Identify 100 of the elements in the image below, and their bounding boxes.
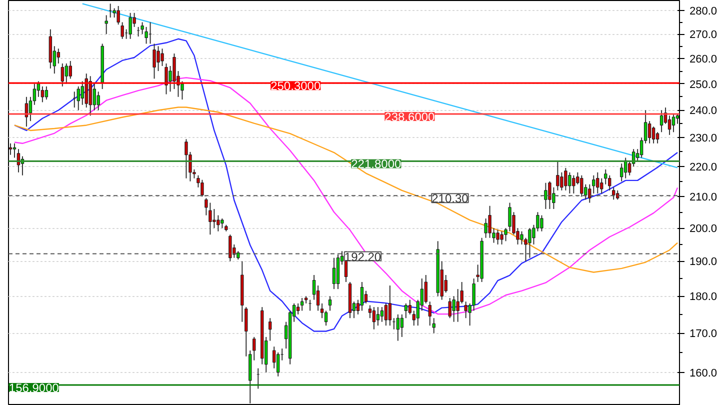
candlestick: [384, 302, 388, 326]
candlestick: [208, 202, 212, 236]
line-series: [14, 38, 678, 332]
candlestick: [328, 296, 332, 312]
candlestick: [332, 257, 336, 290]
ref-line-label: 221.8000: [351, 157, 402, 172]
candlestick: [244, 306, 248, 357]
candlestick: [604, 168, 608, 185]
y-tick-label: 260.0: [690, 53, 718, 66]
y-tick-label: 250.0: [690, 78, 718, 91]
candlestick: [164, 62, 168, 95]
candlestick: [496, 229, 500, 245]
candlestick: [648, 120, 652, 144]
candlestick: [360, 281, 364, 312]
y-tick-label: 230.0: [690, 132, 718, 145]
candlestick: [620, 163, 624, 182]
candlestick: [228, 234, 232, 262]
candlestick: [272, 346, 276, 369]
candlestick: [548, 180, 552, 210]
candlestick: [672, 114, 676, 133]
candlestick: [296, 302, 300, 315]
candlestick: [388, 285, 392, 326]
candlestick: [424, 274, 428, 304]
candlestick: [668, 115, 672, 136]
y-tick-label: 210.0: [690, 192, 718, 204]
candlestick: [372, 306, 376, 330]
candlestick: [428, 301, 432, 326]
candlestick: [92, 83, 96, 111]
candlestick: [184, 138, 188, 179]
ref-line-label: 210.30: [432, 192, 469, 206]
candlestick: [508, 202, 512, 232]
candlestick: [300, 298, 304, 312]
candlestick: [600, 178, 604, 194]
candlestick: [660, 110, 664, 133]
y-tick-label: 190.0: [690, 256, 718, 268]
candlestick: [572, 174, 576, 194]
candlestick: [568, 172, 572, 194]
candlestick: [400, 314, 404, 338]
candlestick: [128, 12, 132, 40]
candlestick: [44, 86, 48, 100]
candlestick: [80, 80, 84, 106]
candlestick: [376, 306, 380, 326]
candlestick: [216, 214, 220, 232]
candlestick: [500, 230, 504, 245]
ref-line-label: 238.6000: [384, 110, 436, 124]
candlestick: [104, 14, 108, 35]
y-tick-label: 240.0: [690, 105, 718, 118]
candlestick: [364, 290, 368, 304]
candlestick: [212, 208, 216, 229]
y-tick-label: 280.0: [690, 6, 718, 18]
candlestick: [448, 298, 452, 319]
y-tick-label: 160.0: [690, 367, 718, 380]
candlestick: [488, 205, 492, 238]
candlestick: [40, 86, 44, 103]
candlestick: [220, 218, 224, 229]
candlestick: [8, 142, 12, 156]
y-tick-label: 200.0: [690, 223, 718, 236]
candlestick: [596, 172, 600, 194]
candlestick: [452, 296, 456, 322]
y-tick-label: 180.0: [690, 291, 718, 304]
candlestick: [652, 126, 656, 144]
candlestick: [380, 306, 384, 322]
candlestick: [60, 62, 64, 87]
candlestick: [408, 299, 412, 315]
candlestick: [404, 302, 408, 319]
candlestick: [156, 46, 160, 72]
candlestick: [116, 5, 120, 26]
line-series: [14, 106, 678, 273]
candlestick: [608, 174, 612, 191]
candlestick: [200, 179, 204, 198]
candlestick: [76, 86, 80, 111]
candlestick: [140, 22, 144, 35]
candlestick: [120, 22, 124, 40]
candlestick: [12, 142, 16, 158]
candlestick: [152, 43, 156, 80]
ref-line-label: 250.3000: [270, 79, 321, 94]
candlestick: [560, 172, 564, 191]
candlestick: [64, 62, 68, 84]
y-tick-label: 270.0: [690, 29, 718, 42]
candlestick: [56, 48, 60, 64]
candlestick: [324, 310, 328, 326]
candlestick: [656, 132, 660, 144]
candlestick: [320, 302, 324, 319]
candlestick: [612, 186, 616, 200]
ref-line-label: 156.9000: [8, 380, 60, 395]
candlestick: [96, 91, 100, 111]
candlestick: [276, 352, 280, 377]
candlestick: [456, 288, 460, 322]
y-tick-label: 220.0: [690, 161, 718, 174]
candlestick: [484, 218, 488, 238]
y-tick-label: 170.0: [690, 328, 718, 340]
candlestick: [144, 26, 148, 44]
candlestick: [112, 8, 116, 18]
candlestick: [564, 167, 568, 191]
candlestick: [368, 304, 372, 319]
candlestick: [552, 186, 556, 210]
candlestick: [544, 182, 548, 210]
candlestick: [160, 48, 164, 66]
ref-line-label: 192.20: [344, 250, 382, 264]
candlestick: [540, 214, 544, 232]
